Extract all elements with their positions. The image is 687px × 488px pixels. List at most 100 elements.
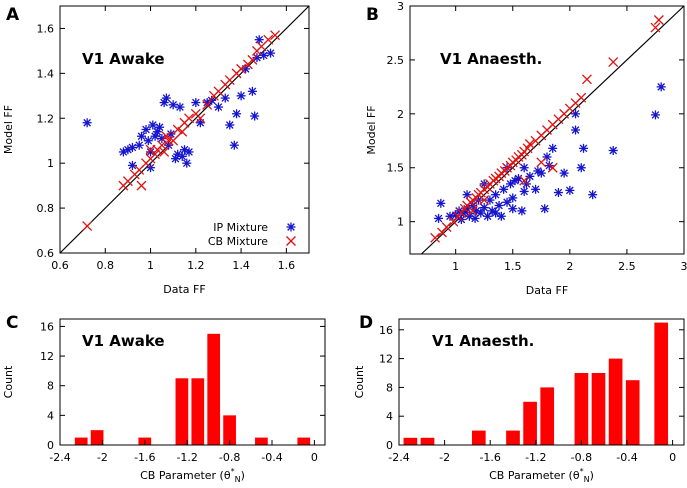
histogram-bar <box>471 430 486 445</box>
plot-frame <box>398 318 685 446</box>
histogram-bar <box>608 358 623 445</box>
ip-mixture-point <box>479 203 489 213</box>
cb-mixture-point <box>441 222 452 233</box>
cb-mixture-point <box>202 99 213 110</box>
panel-letter: B <box>366 5 379 25</box>
ip-mixture-point <box>608 145 618 155</box>
ip-mixture-point <box>250 111 260 121</box>
y-tick-label: 8 <box>386 381 393 394</box>
ip-mixture-point <box>519 186 529 196</box>
ip-mixture-point <box>168 100 178 110</box>
ip-mixture-point <box>127 142 137 152</box>
ip-mixture-point <box>525 171 535 181</box>
ip-mixture-point <box>517 206 527 216</box>
ip-mixture-point <box>225 120 235 130</box>
ip-mixture-point <box>177 151 187 161</box>
ip-mixture-point <box>146 163 156 173</box>
cb-mixture-point <box>145 144 156 155</box>
y-tick-label: 4 <box>386 410 393 423</box>
ip-mixture-point <box>82 118 92 128</box>
plot-frame <box>59 318 326 446</box>
x-tick-label: 1.5 <box>504 260 522 273</box>
y-tick-label: 3 <box>397 0 404 13</box>
legend-x-icon <box>286 236 296 246</box>
ip-mixture-point <box>565 185 575 195</box>
cb-mixture-point <box>236 63 247 74</box>
ip-mixture-point <box>213 102 223 112</box>
x-axis-label: Data FF <box>163 283 205 296</box>
ip-mixture-point <box>195 118 205 128</box>
histogram-bar <box>175 378 189 445</box>
cb-mixture-point <box>195 113 206 124</box>
histogram-bar <box>297 437 311 445</box>
ip-mixture-point <box>247 86 257 96</box>
y-tick-label: 0 <box>47 439 54 452</box>
y-tick-label: 4 <box>47 409 54 422</box>
x-tick-label: -2.4 <box>388 451 409 464</box>
cb-mixture-point <box>82 221 93 232</box>
ip-mixture-point <box>576 163 586 173</box>
y-axis-label: Count <box>2 365 15 398</box>
y-tick-label: 12 <box>40 350 54 363</box>
ip-mixture-point <box>513 174 523 184</box>
legend-label: CB Mixture <box>208 235 268 248</box>
ip-mixture-point <box>540 204 550 214</box>
cb-mixture-point <box>650 22 661 33</box>
ip-mixture-point <box>229 140 239 150</box>
y-tick-label: 12 <box>379 353 393 366</box>
ip-mixture-point <box>650 110 660 120</box>
ip-mixture-point <box>220 93 230 103</box>
ip-mixture-point <box>155 122 165 132</box>
histogram-bar <box>591 373 606 445</box>
histogram-bar <box>625 380 640 445</box>
y-axis-label: Model FF <box>2 105 15 154</box>
ip-mixture-point <box>553 188 563 198</box>
y-tick-label: 16 <box>40 320 54 333</box>
panel-letter: A <box>6 5 20 25</box>
plot-frame <box>59 5 310 254</box>
cb-mixture-point <box>581 74 592 85</box>
x-tick-label: 0 <box>669 451 676 464</box>
cb-mixture-point <box>156 140 167 151</box>
histogram-bar <box>255 437 268 445</box>
histogram-bar <box>654 322 669 445</box>
x-tick-label: -2.4 <box>49 451 70 464</box>
ip-mixture-point <box>559 168 569 178</box>
y-tick-label: 1 <box>47 157 54 170</box>
x-axis-label: CB Parameter (θ*N) <box>140 467 245 484</box>
cb-mixture-point <box>467 205 478 216</box>
x-tick-label: 0.6 <box>51 259 69 272</box>
x-tick-label: 1.6 <box>278 259 296 272</box>
cb-mixture-point <box>161 131 172 142</box>
ip-mixture-point <box>266 48 276 58</box>
ip-mixture-point <box>252 53 262 63</box>
y-tick-label: 1.2 <box>37 112 55 125</box>
ip-mixture-point <box>141 125 151 134</box>
y-tick-label: 2.5 <box>387 54 405 67</box>
histogram-bar <box>223 415 236 445</box>
x-axis-label: Data FF <box>526 284 568 297</box>
ip-mixture-point <box>521 179 531 189</box>
ip-mixture-point <box>148 120 158 130</box>
x-tick-label: 1.4 <box>232 259 250 272</box>
x-tick-label: -0.4 <box>261 451 282 464</box>
panel-c: -2.4 -2 -1.6 -1.2 -0.8 -0.4 0 0 4 8 12 16 CB Paramet… <box>2 313 326 484</box>
ip-mixture-point <box>152 127 162 137</box>
x-tick-label: 3 <box>681 260 687 273</box>
cb-mixture-point <box>519 175 530 186</box>
y-tick-label: 0.6 <box>37 247 55 260</box>
y-tick-label: 1 <box>397 216 404 229</box>
ip-mixture-point <box>519 163 529 173</box>
histogram-bar <box>403 437 418 445</box>
ip-mixture-point <box>499 184 509 194</box>
cb-mixture-point <box>168 135 179 146</box>
panel-title: V1 Awake <box>82 50 165 68</box>
ip-mixture-point <box>491 208 501 218</box>
histogram-bar <box>574 373 589 445</box>
histogram-bar <box>207 333 221 445</box>
x-tick-label: 2 <box>566 260 573 273</box>
ip-mixture-point <box>531 184 541 194</box>
y-tick-label: 1.5 <box>387 162 405 175</box>
y-tick-label: 1.6 <box>37 22 55 35</box>
histogram-bar <box>90 430 104 445</box>
